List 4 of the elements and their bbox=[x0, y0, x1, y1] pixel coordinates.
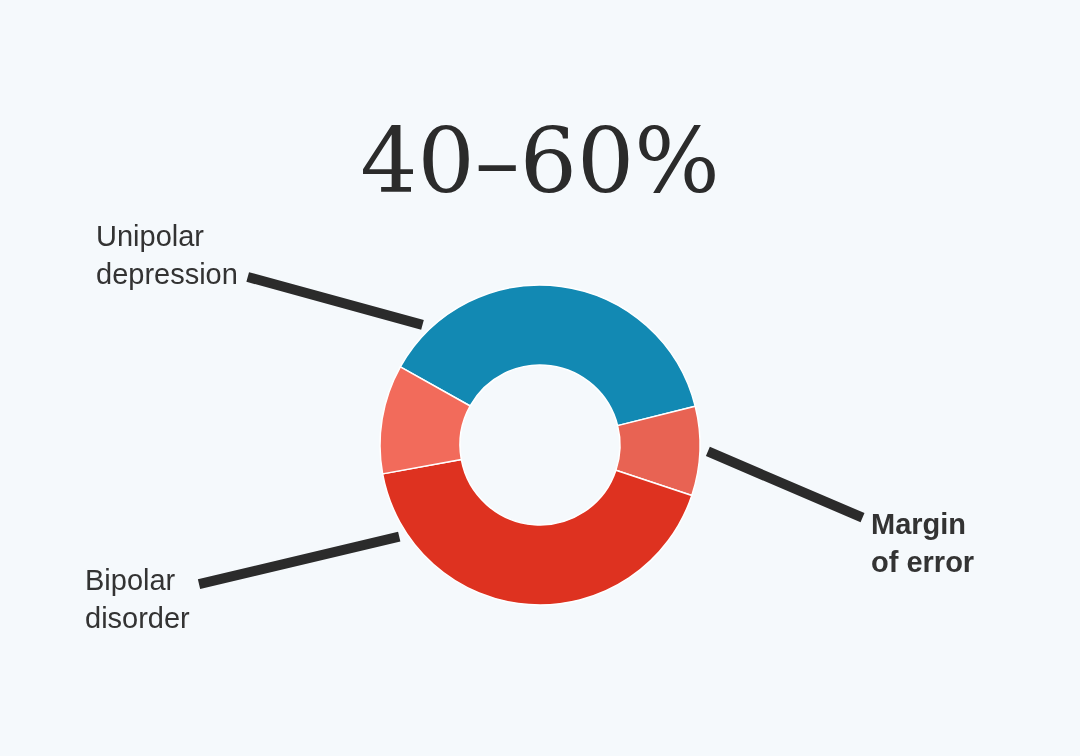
slice-label: Margin of error bbox=[871, 508, 975, 578]
slice-label: Bipolar disorder bbox=[85, 564, 191, 634]
chart-title: 40–60% bbox=[360, 107, 720, 213]
slice-label: Unipolar depression bbox=[96, 220, 238, 290]
